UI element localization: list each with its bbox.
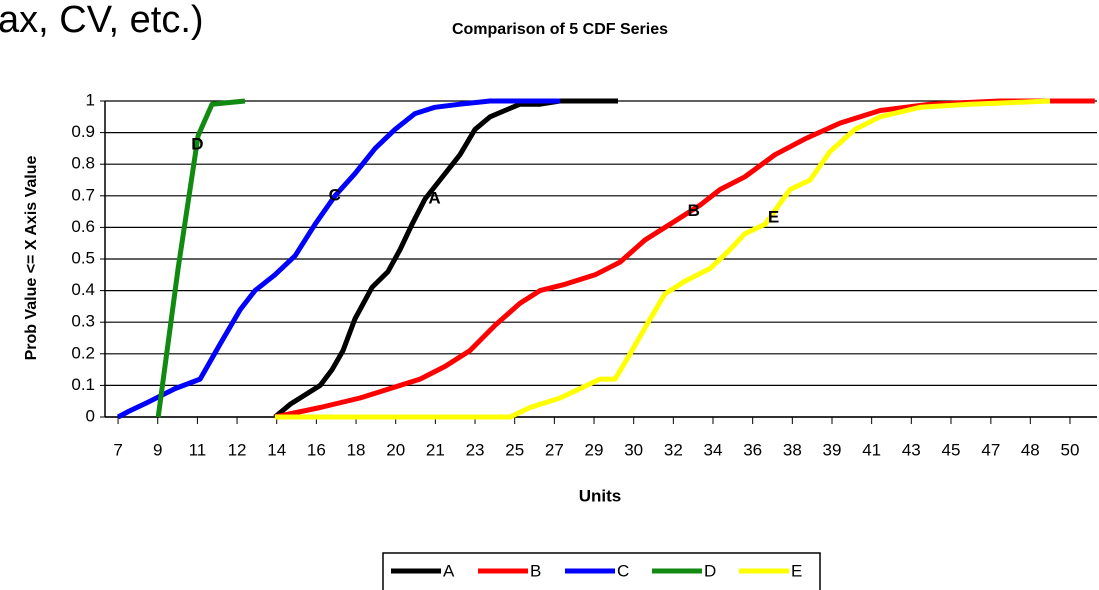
header-text: ax, CV, etc.) bbox=[0, 0, 204, 41]
legend-label: D bbox=[704, 561, 716, 580]
x-tick-label: 18 bbox=[347, 440, 366, 459]
x-tick-label: 39 bbox=[823, 440, 842, 459]
x-tick-label: 32 bbox=[664, 440, 683, 459]
y-tick-label: 0 bbox=[86, 406, 95, 425]
y-axis-label: Prob Value <= X Axis Value bbox=[23, 155, 40, 360]
x-tick-label: 29 bbox=[585, 440, 604, 459]
y-tick-label: 0.7 bbox=[71, 185, 95, 204]
y-tick-label: 0.8 bbox=[71, 154, 95, 173]
legend-label: B bbox=[530, 561, 541, 580]
y-tick-label: 0.2 bbox=[71, 343, 95, 362]
x-tick-label: 23 bbox=[466, 440, 485, 459]
x-tick-label: 14 bbox=[267, 440, 286, 459]
x-tick-label: 7 bbox=[113, 440, 122, 459]
x-tick-label: 27 bbox=[545, 440, 564, 459]
chart-title: Comparison of 5 CDF Series bbox=[452, 21, 668, 38]
x-tick-label: 48 bbox=[1021, 440, 1040, 459]
x-tick-label: 34 bbox=[704, 440, 723, 459]
annotation: A bbox=[428, 188, 440, 207]
series-line bbox=[273, 98, 618, 419]
x-tick-label: 30 bbox=[624, 440, 643, 459]
x-tick-label: 9 bbox=[153, 440, 162, 459]
x-tick-label: 11 bbox=[189, 440, 207, 459]
x-tick-label: 50 bbox=[1061, 440, 1080, 459]
x-tick-label: 43 bbox=[902, 440, 921, 459]
legend-label: E bbox=[791, 561, 802, 580]
legend-label: A bbox=[443, 561, 455, 580]
series-line bbox=[274, 98, 1051, 420]
legend-label: C bbox=[617, 561, 629, 580]
y-tick-label: 0.4 bbox=[71, 280, 95, 299]
y-tick-label: 0.1 bbox=[71, 375, 95, 394]
x-tick-label: 12 bbox=[228, 440, 247, 459]
x-tick-label: 25 bbox=[505, 440, 524, 459]
y-tick-label: 0.5 bbox=[71, 248, 95, 267]
x-tick-label: 47 bbox=[981, 440, 1000, 459]
annotation: C bbox=[329, 185, 341, 204]
x-tick-label: 41 bbox=[862, 440, 881, 459]
x-axis-label: Units bbox=[579, 486, 622, 505]
x-tick-label: 45 bbox=[942, 440, 961, 459]
series-line bbox=[155, 98, 246, 418]
y-tick-label: 0.9 bbox=[71, 122, 95, 141]
x-tick-label: 36 bbox=[743, 440, 762, 459]
annotation: B bbox=[688, 201, 700, 220]
annotation: D bbox=[191, 135, 203, 154]
x-tick-label: 20 bbox=[386, 440, 405, 459]
x-tick-label: 16 bbox=[307, 440, 326, 459]
y-tick-label: 1 bbox=[86, 90, 95, 109]
y-tick-label: 0.3 bbox=[71, 312, 95, 331]
x-tick-label: 38 bbox=[783, 440, 802, 459]
y-tick-label: 0.6 bbox=[71, 217, 95, 236]
x-tick-label: 21 bbox=[426, 440, 445, 459]
annotation: E bbox=[768, 207, 779, 226]
series-line bbox=[274, 98, 1095, 420]
series-line bbox=[116, 98, 561, 420]
